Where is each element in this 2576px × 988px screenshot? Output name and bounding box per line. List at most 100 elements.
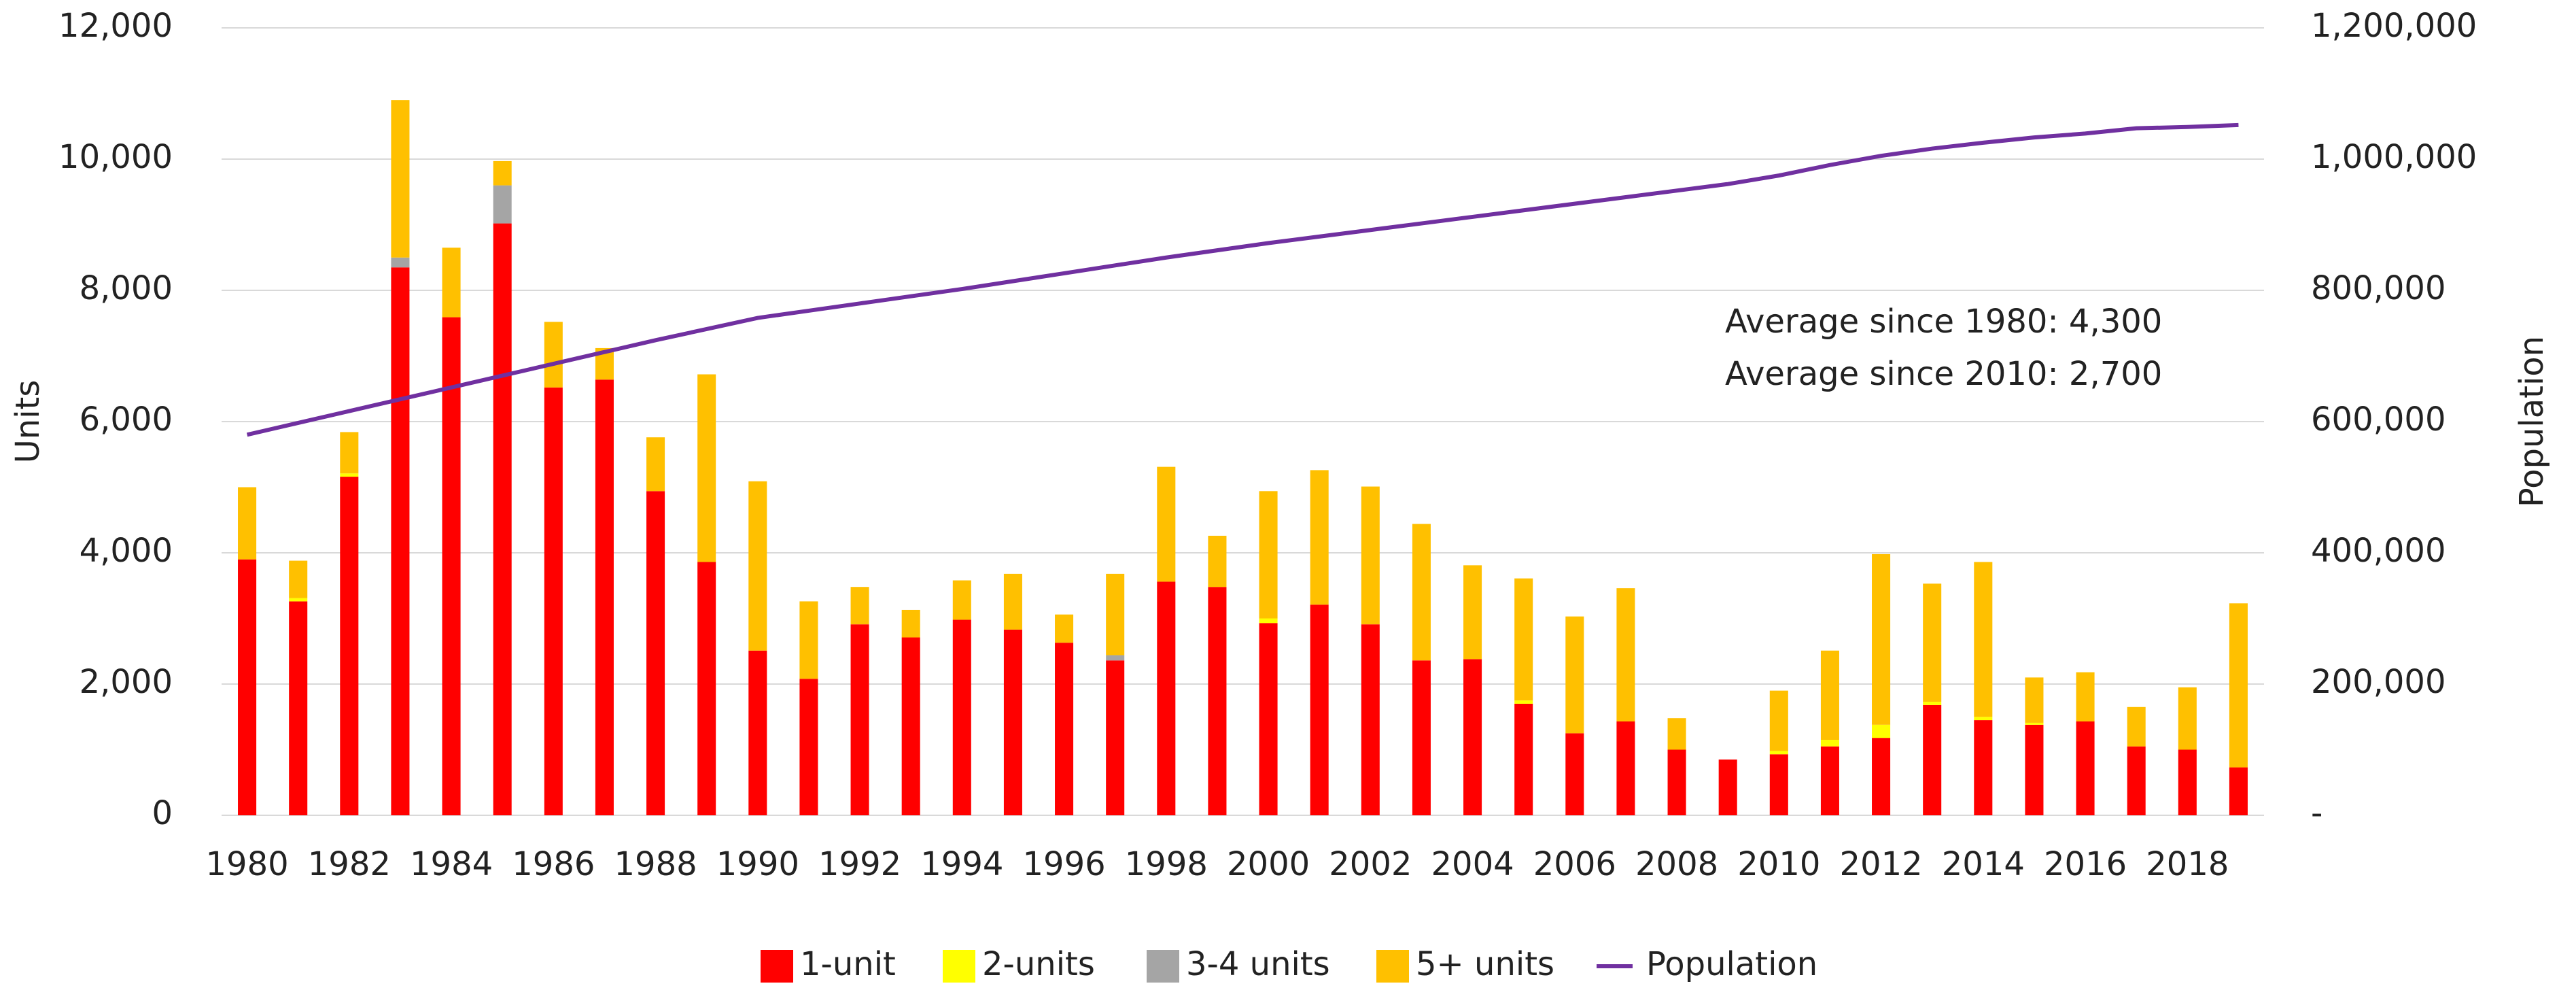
bar-segment [1514,578,1533,701]
bar-segment [1208,535,1227,587]
bar-segment [2076,721,2095,815]
bar-segment [1157,581,1176,815]
bar-segment [544,322,563,388]
bar-segment [850,587,869,625]
x-tick-label: 2000 [1227,845,1310,883]
bar-segment [1923,704,1942,815]
legend-swatch [1147,950,1179,983]
bar-segment [1106,660,1125,815]
bar-segment [748,481,767,651]
bar-segment [901,637,920,815]
bar-segment [391,257,410,268]
bar-segment [289,560,308,598]
bar-segment [391,100,410,258]
legend-label: 2-units [982,945,1095,983]
x-tick-label: 1992 [818,845,901,883]
y2-tick-label: 600,000 [2311,401,2446,439]
x-tick-label: 1988 [614,845,697,883]
bar-segment [1259,618,1278,624]
bar-segment [2229,767,2248,815]
population-line [246,122,2239,437]
y2-tick-label: 800,000 [2311,269,2446,307]
x-tick-label: 2002 [1329,845,1412,883]
bar-segment [1974,720,1993,815]
bar-segment [1872,738,1891,815]
bar-segment [2178,749,2197,815]
bar-segment [1923,583,1942,702]
bar-segment [1769,754,1788,815]
bar-segment [646,491,665,815]
y-tick-label: 8,000 [80,269,173,307]
bar-segment [1106,573,1125,655]
bar-segment [1259,623,1278,815]
legend-label: 5+ units [1416,945,1554,983]
bar-segment [238,559,257,815]
bar-segment [1565,616,1584,734]
bar-segment [1820,746,1839,815]
x-tick-label: 2010 [1737,845,1820,883]
bar-segment [1003,573,1022,630]
bar-segment [340,432,359,474]
bar-segment [1872,724,1891,738]
bar-segment [2178,687,2197,750]
bar-segment [1718,759,1737,815]
x-tick-label: 2014 [1942,845,2025,883]
bar-segment [799,601,818,679]
bar-segment [1310,470,1329,605]
bar-segment [1412,524,1431,661]
bar-segment [952,580,971,620]
bar-segment [1463,659,1482,815]
bar-segment [1769,751,1788,755]
bar-segment [340,477,359,815]
legend-label: 3-4 units [1186,945,1330,983]
bar-segment [1667,718,1686,750]
bar-segment [697,374,716,562]
bar-segment [1361,486,1380,625]
bar-segment [493,223,512,815]
bar-segment [493,185,512,224]
bar-segment [595,379,614,815]
x-tick-label: 2006 [1533,845,1616,883]
bar-segment [1463,565,1482,660]
y-tick-label: 0 [152,794,173,832]
x-tick-label: 1990 [716,845,799,883]
y-tick-label: 10,000 [58,138,173,176]
y2-tick-label: 1,000,000 [2311,138,2477,176]
bar-segment [2025,724,2044,815]
bar-segment [289,598,308,602]
x-tick-label: 1986 [512,845,595,883]
legend-label: 1-unit [800,945,896,983]
bar-segment [1974,717,1993,721]
bar-segment [289,601,308,815]
x-tick-label: 2016 [2044,845,2127,883]
x-tick-label: 1998 [1125,845,1208,883]
bar-segment [1055,643,1074,815]
bar-segment [1565,733,1584,815]
bar-segment [442,248,461,318]
bar-segment [1310,604,1329,815]
bar-segment [1157,466,1176,582]
y2-tick-label: 400,000 [2311,532,2446,570]
bar-segment [1667,749,1686,815]
bar-segment [1106,655,1125,661]
x-tick-label: 1982 [308,845,391,883]
y2-axis-label: Population [2513,336,2551,507]
y-tick-label: 2,000 [80,663,173,701]
x-tick-label: 2008 [1635,845,1718,883]
annotation: Average since 1980: 4,300 [1725,303,2162,341]
bar-segment [1208,587,1227,815]
x-tick-label: 1980 [205,845,288,883]
bar-segment [1769,690,1788,751]
bar-segment [1259,491,1278,619]
x-tick-label: 1994 [920,845,1003,883]
bar-segment [1923,702,1942,705]
bar-segment [901,609,920,638]
bar-segment [850,624,869,815]
y-tick-label: 4,000 [80,532,173,570]
bar-segment [238,487,257,560]
legend-swatch [943,950,975,983]
legend-swatch [1376,950,1409,983]
bar-segment [2076,672,2095,722]
y2-tick-label: 1,200,000 [2311,7,2477,45]
